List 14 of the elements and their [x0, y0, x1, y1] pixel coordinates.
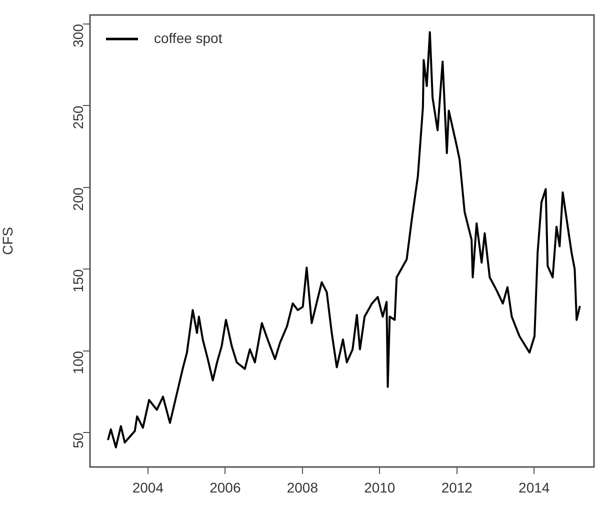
y-tick-label: 200	[70, 187, 86, 211]
y-tick-label: 50	[70, 432, 86, 448]
y-tick-label: 250	[70, 106, 86, 130]
y-tick-label: 150	[70, 268, 86, 293]
y-axis-title: CFS	[0, 227, 16, 255]
y-tick-label: 100	[70, 350, 86, 374]
x-tick-label: 2008	[286, 479, 318, 496]
x-tick-label: 2006	[210, 479, 241, 496]
x-tick-label: 2012	[441, 479, 473, 496]
x-tick-label: 2014	[518, 479, 550, 496]
y-tick-label: 300	[70, 24, 86, 48]
legend-label: coffee spot	[154, 30, 222, 46]
x-tick-label: 2004	[132, 479, 164, 496]
x-tick-label: 2010	[364, 479, 396, 496]
